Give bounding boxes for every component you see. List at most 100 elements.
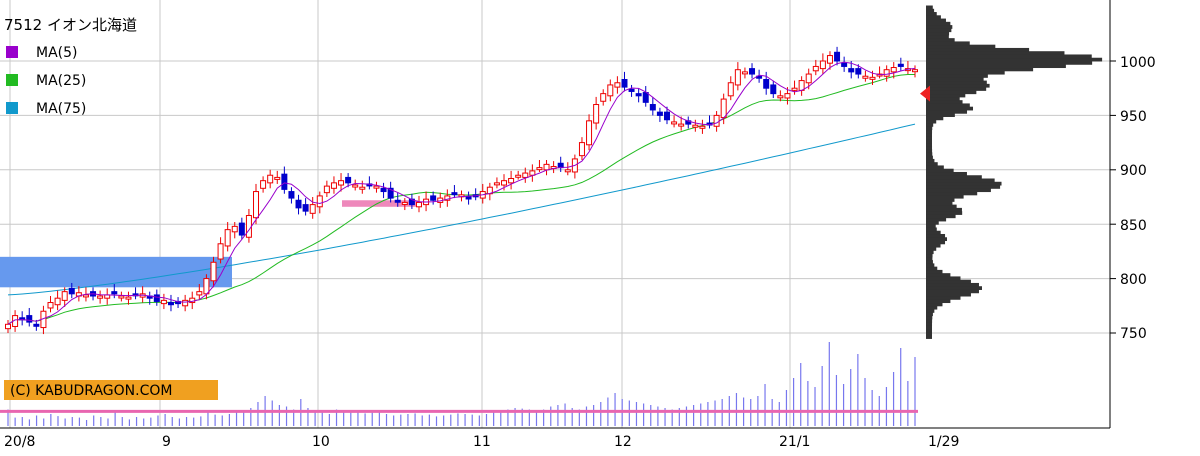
candle-up bbox=[352, 184, 359, 188]
profile-bar bbox=[926, 123, 934, 127]
candle-down bbox=[295, 199, 302, 209]
profile-bar bbox=[926, 322, 933, 326]
profile-bar bbox=[926, 77, 984, 82]
profile-bar bbox=[926, 220, 939, 225]
profile-bar bbox=[926, 312, 933, 317]
profile-bar bbox=[926, 139, 933, 144]
profile-bar bbox=[926, 34, 949, 39]
candle-down bbox=[756, 75, 763, 79]
profile-bar bbox=[926, 113, 955, 117]
candle-up bbox=[578, 142, 585, 157]
profile-bar bbox=[926, 204, 957, 209]
profile-bar bbox=[926, 41, 970, 46]
profile-bar bbox=[926, 12, 937, 16]
profile-bar bbox=[926, 207, 962, 212]
volume-profile bbox=[926, 5, 1103, 339]
candle-up bbox=[791, 87, 798, 91]
profile-bar bbox=[926, 335, 933, 339]
profile-bar bbox=[926, 149, 933, 153]
support-zones bbox=[0, 200, 418, 288]
profile-bar bbox=[926, 194, 964, 199]
candle-up bbox=[125, 296, 132, 300]
candle-up bbox=[515, 174, 522, 178]
candle-up bbox=[196, 291, 203, 296]
candle-up bbox=[338, 180, 345, 186]
legend-swatch-ma75 bbox=[6, 102, 18, 114]
ma5-line-group bbox=[7, 61, 916, 325]
candle-down bbox=[288, 191, 295, 199]
candle-down bbox=[26, 315, 33, 323]
profile-bar bbox=[926, 282, 979, 287]
candle-down bbox=[238, 222, 245, 236]
profile-bar bbox=[926, 263, 935, 268]
candle-up bbox=[890, 67, 897, 73]
profile-bar bbox=[926, 289, 979, 294]
candle-up bbox=[501, 180, 508, 186]
profile-bar bbox=[926, 201, 953, 206]
candle-up bbox=[699, 125, 706, 129]
candle-up bbox=[508, 178, 515, 184]
profile-bar bbox=[926, 155, 933, 160]
y-tick-800: 800 bbox=[1120, 272, 1147, 288]
candle-up bbox=[61, 291, 68, 301]
profile-bar bbox=[926, 61, 1093, 65]
profile-bar bbox=[926, 116, 944, 121]
candle-down bbox=[68, 287, 75, 295]
profile-bar bbox=[926, 64, 1066, 69]
profile-bar bbox=[926, 106, 974, 111]
profile-bar bbox=[926, 328, 933, 333]
profile-bar bbox=[926, 54, 1092, 59]
legend-label-ma5: MA(5) bbox=[36, 45, 78, 61]
candle-up bbox=[260, 180, 267, 189]
x-label-sep: 9 bbox=[162, 434, 171, 450]
candle-up bbox=[182, 299, 189, 307]
profile-bar bbox=[926, 100, 963, 104]
profile-bar bbox=[926, 325, 933, 330]
profile-bar bbox=[926, 299, 951, 304]
candle-down bbox=[749, 68, 756, 75]
candle-up bbox=[777, 95, 784, 99]
candle-up bbox=[160, 299, 167, 305]
candle-up bbox=[727, 82, 734, 97]
candle-down bbox=[848, 68, 855, 73]
profile-bar bbox=[926, 178, 995, 183]
candle-up bbox=[210, 261, 217, 282]
candle-up bbox=[359, 186, 366, 190]
profile-bar bbox=[926, 253, 933, 258]
candle-up bbox=[309, 204, 316, 214]
profile-bar bbox=[926, 305, 938, 310]
ma5-line bbox=[7, 61, 916, 325]
profile-bar bbox=[926, 309, 935, 313]
candle-down bbox=[302, 204, 309, 212]
volume-bars bbox=[0, 342, 918, 426]
chart-title: 7512 イオン北海道 bbox=[4, 16, 137, 34]
legend-label-ma75: MA(75) bbox=[36, 101, 86, 117]
profile-bar bbox=[926, 237, 948, 242]
y-tick-900: 900 bbox=[1120, 163, 1147, 179]
profile-bar bbox=[926, 250, 934, 255]
candle-up bbox=[869, 76, 876, 80]
profile-bar bbox=[926, 142, 933, 147]
candle-up bbox=[536, 167, 543, 171]
candle-down bbox=[628, 88, 635, 92]
profile-bar bbox=[926, 198, 955, 202]
candle-up bbox=[543, 163, 550, 171]
profile-bar bbox=[926, 292, 971, 297]
profile-bar bbox=[926, 247, 937, 251]
candle-up bbox=[600, 93, 607, 102]
profile-bar bbox=[926, 74, 988, 78]
y-tick-850: 850 bbox=[1120, 218, 1147, 234]
candle-up bbox=[82, 294, 89, 298]
profile-bar bbox=[926, 269, 943, 274]
profile-bar bbox=[926, 129, 933, 134]
profile-bar bbox=[926, 296, 961, 300]
legend: MA(5) MA(25) MA(75) bbox=[6, 45, 86, 117]
copyright-text: (C) KABUDRAGON.COM bbox=[10, 383, 172, 399]
profile-bar bbox=[926, 18, 946, 23]
profile-bar bbox=[926, 302, 943, 307]
profile-bar bbox=[926, 51, 1065, 55]
profile-bar bbox=[926, 119, 937, 124]
candle-down bbox=[834, 51, 841, 62]
candle-up bbox=[316, 195, 323, 208]
profile-bar bbox=[926, 80, 987, 85]
